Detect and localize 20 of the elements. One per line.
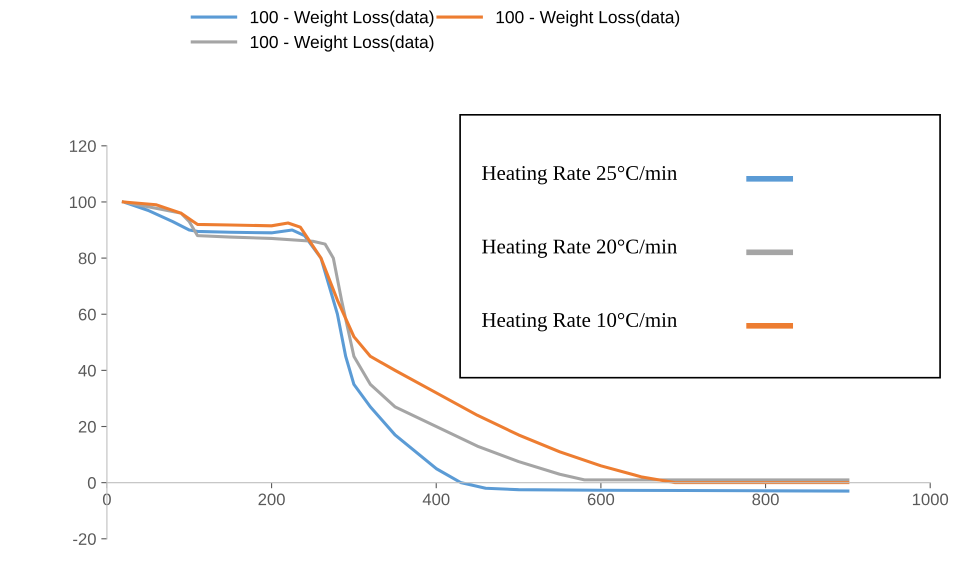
x-tick-label: 400	[422, 494, 450, 506]
x-tick-label: 1000	[912, 494, 948, 506]
annotation: Heating Rate 25°C/min	[482, 166, 677, 184]
annotation: Heating Rate 10°C/min	[482, 312, 677, 332]
y-tick-label: 80	[78, 252, 96, 264]
annotation: Heating Rate 20°C/min	[482, 239, 677, 258]
legend-label: 100 - Weight Loss(data)	[250, 35, 434, 52]
y-tick-label: 40	[78, 364, 96, 377]
y-tick-label: 120	[70, 140, 96, 152]
y-tick-label: 60	[78, 308, 96, 320]
legend-label: 100 - Weight Loss(data)	[496, 10, 680, 27]
y-tick-label: 0	[88, 477, 96, 489]
x-tick-label: 0	[102, 494, 111, 506]
legend-label: 100 - Weight Loss(data)	[250, 10, 434, 27]
y-tick-label: 20	[78, 420, 96, 433]
y-tick-label: -20	[73, 533, 96, 545]
x-tick-label: 800	[752, 494, 779, 506]
y-tick-label: 100	[70, 196, 96, 208]
x-tick-label: 600	[588, 494, 614, 506]
x-tick-label: 200	[258, 494, 285, 506]
